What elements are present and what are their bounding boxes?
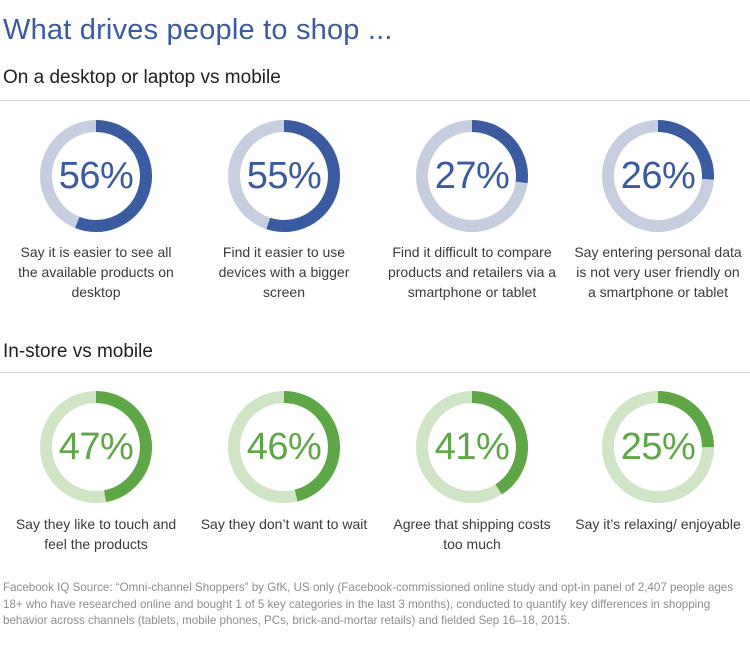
percent-label: 25% [620,426,696,468]
donut-value-arc [40,391,152,503]
donut-svg [602,120,714,232]
donut-chart: 25% [600,389,716,505]
donut-svg [416,391,528,503]
percent-label: 27% [434,155,510,197]
chart-caption: Say it’s relaxing/ enjoyable [575,516,741,532]
donut-value-arc [602,391,714,503]
chart-caption: Find it difficult to compare products an… [387,244,557,300]
section-divider [0,100,750,101]
donut-value-arc [40,120,152,232]
donut-svg [228,391,340,503]
donut-value-arc [416,391,528,503]
donut-chart: 46% [226,389,342,505]
donut-chart: 27% [414,118,530,234]
donut-chart: 26% [600,118,716,234]
chart-caption: Say entering personal data is not very u… [574,244,742,300]
percent-label: 46% [246,426,322,468]
section-heading-desktop: On a desktop or laptop vs mobile [3,67,281,88]
donut-chart: 41% [414,389,530,505]
donut-chart: 56% [38,118,154,234]
chart-caption: Agree that shipping costs too much [393,516,551,552]
percent-label: 26% [620,155,696,197]
percent-label: 55% [246,155,322,197]
section-divider [0,372,750,373]
donut-chart: 55% [226,118,342,234]
source-footnote: Facebook IQ Source: “Omni-channel Shoppe… [3,581,734,627]
donut-value-arc [228,391,340,503]
section-heading-instore: In-store vs mobile [3,341,153,362]
chart-caption: Say they like to touch and feel the prod… [15,516,177,552]
donut-value-arc [602,120,714,232]
donut-svg [416,120,528,232]
percent-label: 47% [58,426,134,468]
page-title: What drives people to shop ... [3,14,393,46]
chart-caption: Say it is easier to see all the availabl… [18,244,174,300]
donut-value-arc [416,120,528,232]
donut-svg [602,391,714,503]
chart-caption: Find it easier to use devices with a big… [218,244,350,300]
chart-caption: Say they don’t want to wait [200,516,368,532]
percent-label: 41% [434,426,510,468]
donut-svg [40,391,152,503]
donut-chart: 47% [38,389,154,505]
donut-svg [40,120,152,232]
donut-value-arc [228,120,340,232]
donut-svg [228,120,340,232]
percent-label: 56% [58,155,134,197]
